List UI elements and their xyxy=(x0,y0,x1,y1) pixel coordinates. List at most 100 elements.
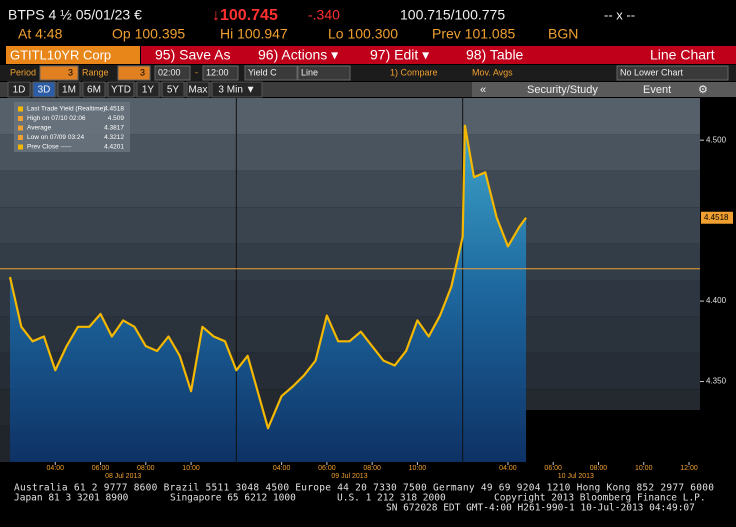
legend-value: 4.4201 xyxy=(104,144,124,151)
x-tick-label: 08:00 xyxy=(137,465,155,472)
legend-label: High on 07/10 02:06 xyxy=(27,115,86,122)
range-tab-label[interactable]: 3D xyxy=(38,85,51,96)
chart-kind: Line Chart xyxy=(650,47,715,63)
legend-key xyxy=(18,116,23,121)
plot-band xyxy=(0,280,700,317)
price-change: -.340 xyxy=(308,7,340,23)
settings-field[interactable] xyxy=(154,65,191,81)
x-tick-label: 12:00 xyxy=(680,465,698,472)
plot-band xyxy=(0,243,700,280)
quote-field: BGN xyxy=(548,26,578,42)
quote-field: Op 100.395 xyxy=(112,26,185,42)
yield-line xyxy=(8,124,527,430)
footer-line: Australia 61 2 9777 8600 Brazil 5511 304… xyxy=(14,483,714,494)
settings-value[interactable]: No Lower Chart xyxy=(620,67,684,77)
tool-button[interactable]: « xyxy=(480,84,486,96)
last-price: ↓100.745 xyxy=(212,7,278,24)
x-tick-label: 06:00 xyxy=(544,465,562,472)
settings-value[interactable]: 12:00 xyxy=(206,67,229,77)
footer-text: Copyright 2013 Bloomberg Finance L.P. xyxy=(494,493,706,504)
tool-bar xyxy=(472,82,736,97)
date-label: 10 Jul 2013 xyxy=(558,473,594,480)
range-tab[interactable] xyxy=(32,81,56,98)
last-value-tag xyxy=(701,211,733,224)
x-tick-label: 10:00 xyxy=(182,465,200,472)
legend-value: 4.3212 xyxy=(104,134,124,141)
tool-button[interactable]: Security/Study xyxy=(527,84,598,96)
bid-ask: 100.715/100.775 xyxy=(400,7,505,23)
settings-value[interactable]: 02:00 xyxy=(158,67,181,77)
x-tick-label: 08:00 xyxy=(590,465,608,472)
quote-field: Lo 100.300 xyxy=(328,26,398,42)
range-tab-label[interactable]: 1D xyxy=(13,85,26,96)
plot-band xyxy=(0,170,700,208)
x-tick-label: 08:00 xyxy=(363,465,381,472)
toolbar-bar xyxy=(141,46,736,64)
legend-value: 4.3817 xyxy=(104,125,124,132)
date-label: 08 Jul 2013 xyxy=(105,473,141,480)
legend-label: Prev Close ----- xyxy=(27,144,71,151)
range-tab[interactable] xyxy=(7,81,31,98)
toolbar-button[interactable]: 95) Save As xyxy=(155,47,231,63)
legend-key xyxy=(18,125,23,131)
legend-box xyxy=(14,102,130,152)
settings-field[interactable] xyxy=(202,65,239,81)
plot-band xyxy=(0,207,700,244)
x-tick-label: 10:00 xyxy=(635,465,653,472)
settings-field[interactable] xyxy=(117,65,151,81)
range-tab[interactable] xyxy=(57,81,81,98)
legend-key xyxy=(18,106,23,112)
last-value-label: 4.4518 xyxy=(704,213,729,222)
date-label: 09 Jul 2013 xyxy=(331,473,367,480)
ticker-box xyxy=(6,46,140,64)
quote-field: At 4:48 xyxy=(18,26,63,42)
range-tab-label[interactable]: 3 Min ▼ xyxy=(218,85,255,96)
future-region xyxy=(526,410,700,462)
tool-button[interactable]: Event xyxy=(643,84,671,96)
footer-text: Japan 81 3 3201 8900 xyxy=(14,493,129,504)
window-controls[interactable]: -- x -- xyxy=(604,7,635,22)
settings-value[interactable]: Line xyxy=(301,67,318,77)
toolbar-button[interactable]: 98) Table xyxy=(466,47,524,63)
ticker: GTITL10YR Corp xyxy=(10,47,111,62)
range-tab-label[interactable]: 5Y xyxy=(167,85,180,96)
legend-value: 4.4518 xyxy=(104,106,124,113)
toolbar-button[interactable]: 97) Edit ▾ xyxy=(370,47,429,63)
range-tab-label[interactable]: 1Y xyxy=(142,85,155,96)
range-tab[interactable] xyxy=(107,81,135,98)
y-tick-label: 4.350 xyxy=(706,377,727,386)
legend-key xyxy=(18,135,23,140)
legend-label: Last Trade Yield (Realtime) xyxy=(27,106,105,113)
quote-field: Prev 101.085 xyxy=(432,26,515,42)
range-tab-label[interactable]: YTD xyxy=(111,85,131,96)
quote-field: Hi 100.947 xyxy=(220,26,288,42)
settings-field[interactable] xyxy=(39,65,79,81)
x-tick-label: 06:00 xyxy=(318,465,336,472)
x-tick-label: 04:00 xyxy=(499,465,517,472)
range-tab-label[interactable]: 6M xyxy=(87,85,101,96)
settings-field[interactable] xyxy=(244,65,298,81)
range-tab[interactable] xyxy=(136,81,160,98)
range-tab-label[interactable]: 1M xyxy=(62,85,76,96)
settings-field[interactable] xyxy=(616,65,729,81)
range-tab-label[interactable]: Max xyxy=(189,85,208,96)
legend-value: 4.509 xyxy=(108,115,125,122)
legend-label: Average xyxy=(27,125,51,132)
gear-icon[interactable]: ⚙ xyxy=(698,84,708,96)
footer-text: Singapore 65 6212 1000 xyxy=(170,493,296,504)
range-tab[interactable] xyxy=(211,81,263,98)
settings-label: Mov. Avgs xyxy=(472,67,513,77)
security-name: BTPS 4 ½ 05/01/23 € xyxy=(8,7,142,23)
range-tab[interactable] xyxy=(161,81,185,98)
range-tab[interactable] xyxy=(186,81,210,98)
settings-value[interactable]: Yield C xyxy=(248,67,277,77)
y-tick-label: 4.400 xyxy=(706,296,727,305)
settings-value[interactable]: 3 xyxy=(140,67,145,77)
range-tab[interactable] xyxy=(82,81,106,98)
x-axis-bar xyxy=(0,462,736,480)
settings-field[interactable] xyxy=(297,65,351,81)
axis-panel xyxy=(700,98,736,462)
toolbar-button[interactable]: 96) Actions ▾ xyxy=(258,47,338,63)
settings-value[interactable]: 3 xyxy=(68,67,73,77)
